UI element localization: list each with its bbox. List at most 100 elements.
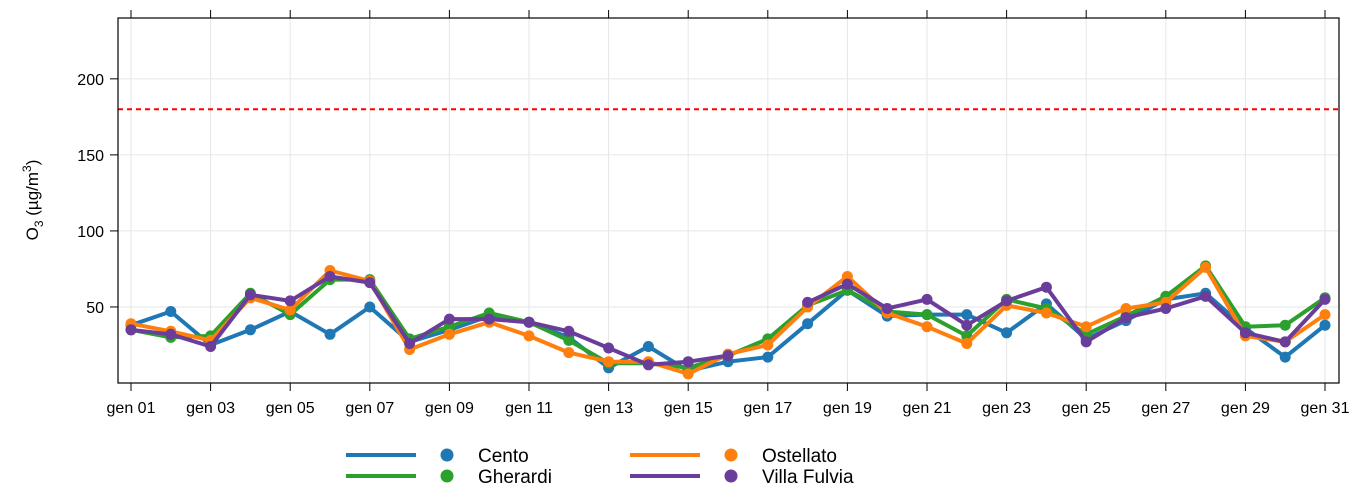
- data-point: [802, 318, 814, 330]
- x-tick-label: gen 17: [743, 400, 792, 417]
- data-point: [802, 296, 814, 308]
- data-point: [1080, 336, 1092, 348]
- x-tick-label: gen 13: [584, 400, 633, 417]
- data-point: [523, 316, 535, 328]
- x-tick-label: gen 19: [823, 400, 872, 417]
- data-point: [603, 356, 615, 368]
- x-tick-label: gen 25: [1062, 400, 1111, 417]
- axes: gen 01 gen 03 gen 05 gen 07 gen 09 gen 11 gen …: [77, 10, 1350, 417]
- data-point: [483, 313, 495, 325]
- data-point: [1279, 336, 1291, 348]
- data-point: [1160, 303, 1172, 314]
- x-tick-label: gen 07: [345, 400, 394, 417]
- x-tick-label: gen 21: [903, 400, 952, 417]
- data-point: [324, 271, 336, 282]
- x-tick-label: gen 31: [1301, 400, 1350, 417]
- data-point: [165, 306, 177, 317]
- data-point: [1001, 295, 1013, 307]
- data-point: [1120, 312, 1132, 324]
- x-tick-label: gen 11: [505, 400, 553, 417]
- data-point: [961, 319, 973, 331]
- legend-dot-swatch: [440, 469, 454, 483]
- y-tick-label: 50: [86, 300, 104, 317]
- series-group: [125, 260, 1331, 380]
- data-point: [244, 324, 256, 336]
- data-point: [404, 338, 416, 349]
- data-point: [921, 309, 933, 321]
- data-point: [1279, 319, 1291, 331]
- x-tick-label: gen 29: [1221, 400, 1270, 417]
- data-point: [1040, 307, 1052, 319]
- data-point: [443, 313, 455, 325]
- data-point: [642, 359, 654, 371]
- legend-label: Ostellato: [762, 446, 837, 467]
- data-point: [205, 341, 217, 352]
- x-tick-label: gen 05: [266, 400, 315, 417]
- y-tick-label: 150: [77, 148, 104, 165]
- data-point: [722, 350, 734, 362]
- data-point: [1319, 309, 1331, 321]
- y-axis-title: O3 (µg/m3): [20, 160, 46, 241]
- legend-label: Gherardi: [478, 467, 552, 488]
- data-point: [762, 351, 774, 363]
- data-point: [364, 277, 376, 289]
- y-tick-label: 200: [77, 72, 104, 89]
- series-villa-fulvia: [125, 271, 1331, 371]
- data-point: [1200, 261, 1212, 273]
- data-point: [284, 295, 296, 307]
- data-point: [1200, 290, 1212, 302]
- data-point: [1040, 281, 1052, 293]
- data-point: [443, 328, 455, 340]
- data-point: [603, 342, 615, 354]
- plot-frame: [117, 17, 1340, 384]
- data-point: [563, 334, 575, 346]
- data-point: [881, 303, 893, 314]
- x-tick-label: gen 09: [425, 400, 474, 417]
- data-point: [762, 339, 774, 351]
- data-point: [961, 309, 973, 321]
- data-point: [364, 301, 376, 313]
- data-point: [682, 368, 694, 380]
- data-point: [523, 330, 535, 342]
- data-point: [921, 293, 933, 305]
- data-point: [841, 271, 853, 282]
- legend-label: Villa Fulvia: [762, 467, 854, 488]
- data-point: [563, 325, 575, 337]
- legend-item: Cento: [346, 446, 529, 467]
- data-point: [1319, 293, 1331, 305]
- data-point: [284, 304, 296, 316]
- data-point: [125, 324, 137, 336]
- data-point: [1001, 327, 1013, 339]
- legend-item: Villa Fulvia: [630, 467, 854, 488]
- x-tick-label: gen 23: [982, 400, 1031, 417]
- legend-item: Ostellato: [630, 446, 837, 467]
- series-line: [129, 274, 1327, 367]
- data-point: [244, 289, 256, 301]
- x-tick-label: gen 15: [664, 400, 713, 417]
- legend-dot-swatch: [440, 448, 454, 462]
- data-point: [1239, 327, 1251, 339]
- legend-dot-swatch: [724, 448, 738, 462]
- data-point: [682, 356, 694, 368]
- data-point: [961, 338, 973, 349]
- data-point: [1319, 319, 1331, 331]
- y-tick-label: 100: [77, 224, 104, 241]
- legend-dot-swatch: [724, 469, 738, 483]
- grid: [118, 18, 1339, 383]
- data-point: [1080, 321, 1092, 333]
- legend-item: Gherardi: [346, 467, 552, 488]
- x-tick-label: gen 03: [186, 400, 235, 417]
- legend-label: Cento: [478, 446, 529, 467]
- data-point: [563, 347, 575, 359]
- data-point: [921, 321, 933, 333]
- data-point: [642, 341, 654, 352]
- data-point: [324, 328, 336, 340]
- data-point: [165, 328, 177, 340]
- data-point: [1120, 303, 1132, 314]
- data-point: [841, 278, 853, 290]
- data-point: [443, 321, 455, 333]
- x-tick-label: gen 27: [1141, 400, 1190, 417]
